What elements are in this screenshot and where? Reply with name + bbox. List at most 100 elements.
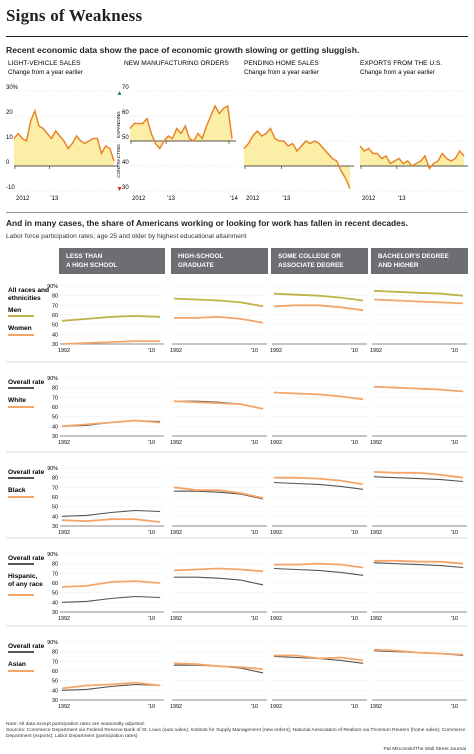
data-point xyxy=(63,140,65,142)
series-point xyxy=(362,660,364,661)
y-tick-label: 30% xyxy=(6,85,19,91)
series-line-2 xyxy=(173,400,264,410)
series-point xyxy=(340,486,341,487)
title-rule xyxy=(6,36,468,37)
series-point xyxy=(173,490,175,492)
data-point xyxy=(67,148,69,149)
series1-label: Overall rate xyxy=(8,643,45,650)
series-point xyxy=(262,408,264,410)
series-point xyxy=(159,521,161,523)
series-point xyxy=(440,479,441,480)
column-header-4: BACHELOR'S DEGREE AND HIGHER xyxy=(371,248,468,274)
y-tick-label: 90% xyxy=(47,376,58,382)
series-point xyxy=(462,563,464,564)
series-point xyxy=(135,682,136,683)
series-point xyxy=(462,303,464,304)
data-point xyxy=(381,158,382,159)
series-point xyxy=(240,579,241,581)
column-header-bg xyxy=(271,248,368,274)
series-point xyxy=(340,572,341,573)
y-tick-label: 90% xyxy=(47,552,58,558)
panel: 1992 '10 xyxy=(170,377,267,446)
x-tick-label: '10 xyxy=(351,440,358,446)
series-line-1 xyxy=(373,562,464,569)
x-tick-label: 1992 xyxy=(270,348,282,354)
data-point xyxy=(105,145,106,147)
y-tick-label: 30 xyxy=(52,434,58,440)
x-tick-label: 2012 xyxy=(132,196,146,202)
series-point xyxy=(135,518,136,520)
series-point xyxy=(159,582,161,584)
footnote-block: Note: All data except participation rate… xyxy=(6,722,468,740)
expanding-label: EXPANDING xyxy=(116,111,121,138)
series-point xyxy=(218,665,219,667)
series-point xyxy=(86,685,87,686)
y-tick-label: 40 xyxy=(52,600,58,606)
participation-grid: LESS THAN A HIGH SCHOOL HIGH-SCHOOL GRADUAT… xyxy=(6,248,468,710)
series-line-2 xyxy=(174,315,264,324)
column-header-bg xyxy=(371,248,468,274)
series-point xyxy=(396,477,397,478)
series-line-2 xyxy=(61,518,161,523)
x-tick-label: '10 xyxy=(148,704,155,710)
series-point xyxy=(86,318,87,320)
data-point xyxy=(223,108,224,109)
series-line-2 xyxy=(274,654,364,662)
top-chart-4: EXPORTS FROM THE U.S. Change from a year … xyxy=(359,60,468,202)
series-point xyxy=(240,318,241,320)
series-point xyxy=(218,402,219,404)
x-tick-label: 2012 xyxy=(362,196,376,202)
x-tick-label: 1992 xyxy=(58,704,70,710)
y-tick-label: 70 xyxy=(52,485,58,491)
series-point xyxy=(173,664,175,666)
data-point xyxy=(345,178,346,179)
series-point xyxy=(418,388,419,389)
series-point xyxy=(418,561,419,562)
series-point xyxy=(318,563,319,564)
data-point xyxy=(184,125,186,127)
top-chart-subtitle: Change from a year earlier xyxy=(8,69,83,76)
series-point xyxy=(462,481,464,482)
data-point xyxy=(283,140,285,142)
area-fill xyxy=(244,128,350,189)
series-point xyxy=(440,293,441,294)
panel: 1992 '10 xyxy=(370,467,467,536)
series-point xyxy=(318,305,319,306)
series-point xyxy=(218,300,219,301)
x-tick-label: 1992 xyxy=(170,616,182,622)
data-point xyxy=(256,130,258,132)
series-line-2 xyxy=(61,419,161,428)
data-point xyxy=(243,148,245,149)
panel: 1992 '10 xyxy=(170,467,267,536)
column-header-line1: BACHELOR'S DEGREE xyxy=(378,253,449,260)
x-tick-label: '13 xyxy=(50,196,58,202)
series-point xyxy=(462,477,464,478)
data-point xyxy=(84,143,86,144)
series-point xyxy=(173,663,175,664)
series-line-1 xyxy=(373,289,464,297)
data-point xyxy=(163,140,165,142)
series-point xyxy=(173,570,175,571)
section1-subtitle: Recent economic data show the pace of ec… xyxy=(6,45,360,55)
data-point xyxy=(248,143,249,144)
column-header-line2: ASSOCIATE DEGREE xyxy=(278,262,344,269)
y-tick-label: 60 xyxy=(52,405,58,411)
data-point xyxy=(92,138,94,139)
x-tick-label: 1992 xyxy=(370,704,382,710)
y-tick-label: -10 xyxy=(6,185,15,191)
series-point xyxy=(362,575,364,576)
series-point xyxy=(86,424,87,425)
series-point xyxy=(262,497,264,499)
series2-label: of any race xyxy=(8,581,43,588)
series-point xyxy=(318,570,319,571)
y-tick-label: 30 xyxy=(52,342,58,348)
series-point xyxy=(340,657,341,658)
series-point xyxy=(218,316,219,318)
series-point xyxy=(262,672,264,674)
data-point xyxy=(146,118,148,119)
